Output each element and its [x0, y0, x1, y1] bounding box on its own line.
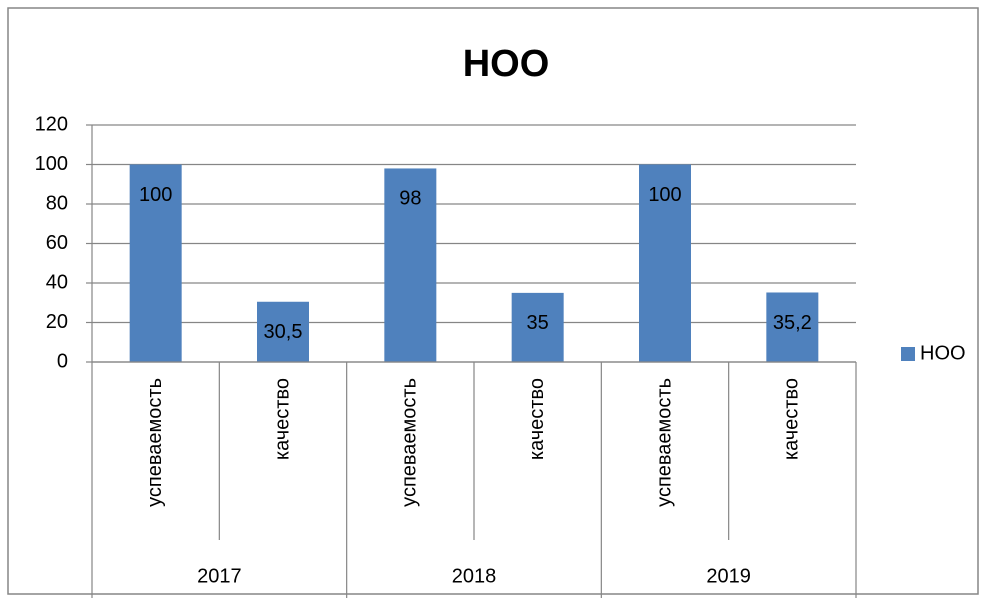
bar	[384, 168, 437, 362]
x-tick-label: качество	[526, 378, 548, 460]
data-label: 35	[527, 312, 549, 334]
y-tick-label: 20	[46, 311, 68, 333]
data-label: 30,5	[264, 321, 303, 343]
bar	[257, 301, 309, 362]
bar	[511, 292, 564, 362]
group-label: 2017	[197, 565, 242, 587]
y-tick-label: 60	[46, 232, 68, 254]
data-label: 100	[648, 184, 681, 206]
bar	[766, 292, 819, 362]
legend-swatch	[901, 347, 915, 361]
legend-label: НОО	[920, 342, 966, 364]
data-label: 35,2	[773, 312, 812, 334]
x-tick-label: успеваемость	[653, 378, 675, 507]
chart-title: НОО	[463, 43, 550, 85]
x-tick-label: успеваемость	[399, 378, 421, 507]
bar	[639, 164, 691, 362]
bar	[129, 164, 182, 362]
y-tick-label: 0	[57, 350, 68, 372]
data-label: 98	[399, 188, 421, 210]
data-label: 100	[139, 184, 172, 206]
y-tick-label: 40	[46, 271, 68, 293]
y-tick-label: 80	[46, 192, 68, 214]
group-label: 2018	[452, 565, 497, 587]
y-tick-label: 120	[35, 113, 68, 135]
x-tick-label: качество	[271, 378, 293, 460]
group-label: 2019	[706, 565, 751, 587]
x-tick-label: качество	[781, 378, 803, 460]
x-tick-label: успеваемость	[144, 378, 166, 507]
y-tick-label: 100	[35, 153, 68, 175]
